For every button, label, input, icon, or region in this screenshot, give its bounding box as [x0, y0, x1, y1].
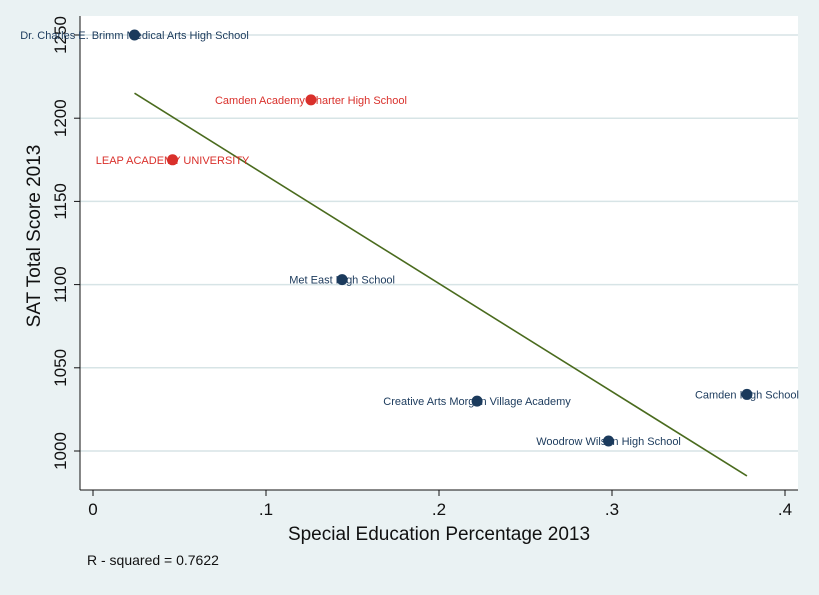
tick-label-y-0: 1000	[51, 432, 70, 470]
plot-area	[80, 16, 798, 490]
point-label-6: Camden High School	[695, 389, 799, 401]
data-point-4	[471, 395, 483, 407]
point-label-4: Creative Arts Morgan Village Academy	[383, 396, 571, 408]
point-label-3: Met East High School	[289, 275, 395, 287]
y-axis-label: SAT Total Score 2013	[24, 145, 45, 328]
data-point-0	[129, 29, 141, 41]
tick-label-x-0: 0	[88, 500, 97, 519]
r-squared-note: R - squared = 0.7622	[87, 552, 219, 568]
point-label-0: Dr. Charles E. Brimm Medical Arts High S…	[20, 30, 249, 42]
data-point-5	[603, 435, 615, 447]
point-label-1: Camden Academy Charter High School	[215, 95, 407, 107]
data-point-1	[305, 94, 317, 106]
tick-label-y-2: 1100	[51, 266, 70, 303]
point-labels: Dr. Charles E. Brimm Medical Arts High S…	[20, 30, 799, 448]
tick-label-y-5: 1250	[51, 16, 70, 54]
data-point-2	[167, 154, 179, 166]
x-axis-label: Special Education Percentage 2013	[288, 524, 590, 545]
tick-labels: 1000 1050 1100 1150 1200 1250 0 .1 .2 .3 .4	[51, 16, 792, 519]
axes	[74, 16, 798, 496]
point-label-2: LEAP ACADEMY UNIVERSITY	[96, 155, 250, 167]
tick-label-y-1: 1050	[51, 349, 70, 387]
tick-label-x-2: .2	[432, 500, 446, 519]
tick-label-y-3: 1150	[51, 183, 70, 220]
tick-label-x-3: .3	[605, 500, 619, 519]
fit-line	[134, 92, 748, 477]
tick-label-x-4: .4	[778, 500, 792, 519]
data-point-6	[741, 388, 753, 400]
tick-label-x-1: .1	[259, 500, 273, 519]
gridlines	[80, 34, 798, 452]
data-points	[129, 29, 753, 447]
point-label-5: Woodrow Wilson High School	[536, 436, 681, 448]
tick-label-y-4: 1200	[51, 99, 70, 137]
data-point-3	[336, 274, 348, 286]
